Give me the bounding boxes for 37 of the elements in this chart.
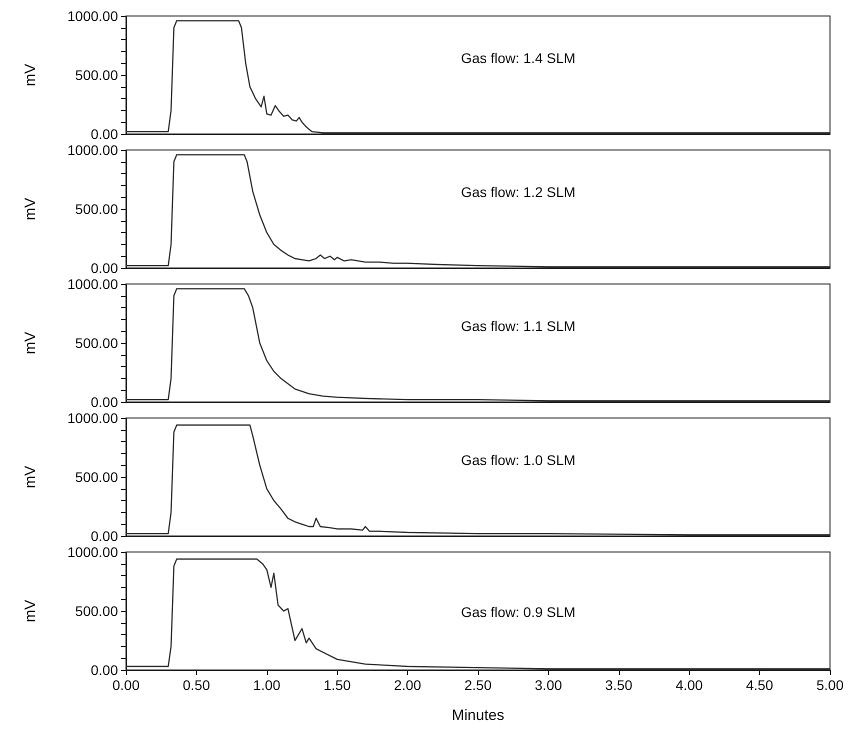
x-tick-label: 1.00: [253, 677, 281, 693]
y-tick-label: 1000.00: [67, 276, 118, 292]
annotation: Gas flow: 1.2 SLM: [461, 184, 576, 200]
y-tick-label: 0.00: [90, 528, 118, 544]
annotation: Gas flow: 1.4 SLM: [461, 50, 576, 66]
y-axis-title: mV: [22, 600, 39, 622]
y-tick-label: 1000.00: [67, 8, 118, 24]
y-tick-label: 500.00: [75, 469, 118, 485]
y-axis-title: mV: [22, 198, 39, 220]
annotation: Gas flow: 1.0 SLM: [461, 452, 576, 468]
y-tick-label: 1000.00: [67, 410, 118, 426]
x-tick-label: 0.50: [182, 677, 210, 693]
y-tick-label: 0.00: [90, 126, 118, 142]
y-axis-title: mV: [22, 332, 39, 354]
annotation: Gas flow: 0.9 SLM: [461, 604, 576, 620]
x-tick-label: 2.00: [394, 677, 422, 693]
y-tick-label: 1000.00: [67, 142, 118, 158]
y-tick-label: 500.00: [75, 603, 118, 619]
x-tick-label: 4.50: [746, 677, 774, 693]
y-tick-label: 500.00: [75, 67, 118, 83]
x-tick-label: 2.50: [464, 677, 492, 693]
y-tick-label: 500.00: [75, 335, 118, 351]
x-tick-label: 3.00: [534, 677, 562, 693]
y-tick-label: 0.00: [90, 260, 118, 276]
x-tick-label: 3.50: [605, 677, 633, 693]
y-axis-title: mV: [22, 466, 39, 488]
y-tick-label: 0.00: [90, 662, 118, 678]
x-tick-label: 1.50: [324, 677, 352, 693]
x-tick-label: 5.00: [816, 677, 844, 693]
x-axis-title: Minutes: [452, 707, 504, 724]
x-tick-label: 4.00: [676, 677, 704, 693]
x-tick-label: 0.00: [112, 677, 140, 693]
y-tick-label: 0.00: [90, 394, 118, 410]
y-tick-label: 500.00: [75, 201, 118, 217]
annotation: Gas flow: 1.1 SLM: [461, 318, 576, 334]
y-tick-label: 1000.00: [67, 544, 118, 560]
y-axis-title: mV: [22, 64, 39, 86]
